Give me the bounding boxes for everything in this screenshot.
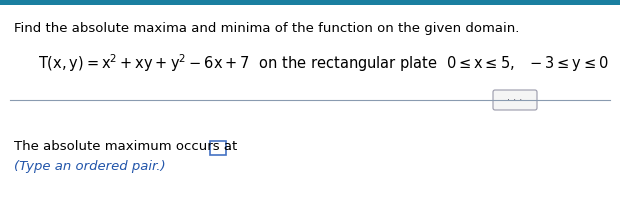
Text: .: .	[228, 140, 232, 153]
Text: Find the absolute maxima and minima of the function on the given domain.: Find the absolute maxima and minima of t…	[14, 22, 520, 35]
Text: (Type an ordered pair.): (Type an ordered pair.)	[14, 160, 166, 173]
Bar	[210, 141, 226, 155]
Text: The absolute maximum occurs at: The absolute maximum occurs at	[14, 140, 237, 153]
Bar	[0, 0, 620, 5]
FancyBboxPatch shape	[493, 90, 537, 110]
Text: · · ·: · · ·	[507, 95, 523, 105]
Text: $\mathsf{T(x,y) = x^2 + xy + y^2 - 6x + 7}$$\mathsf{\ \ on\ the\ rectangular\ pl: $\mathsf{T(x,y) = x^2 + xy + y^2 - 6x + …	[38, 52, 608, 74]
